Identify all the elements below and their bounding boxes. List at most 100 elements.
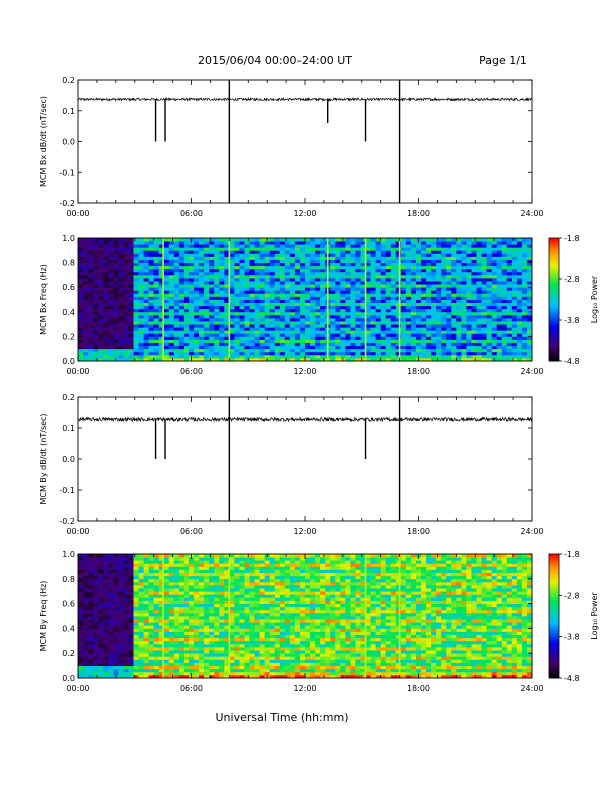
spectrogram-cell <box>345 305 351 310</box>
spectrogram-cell <box>526 354 533 359</box>
spectrogram-cell <box>188 665 195 670</box>
spectrogram-cell <box>380 354 387 359</box>
spectrogram-cell <box>158 262 165 267</box>
spectrogram-cell <box>415 330 422 334</box>
spectrogram-cell <box>234 253 240 257</box>
spectrogram-cell <box>113 637 119 642</box>
spectrogram-cell <box>274 339 281 343</box>
spectrogram-cell <box>83 643 89 648</box>
spectrogram-cell <box>183 612 190 617</box>
spectrogram-cell <box>224 324 230 328</box>
spectrogram-cell <box>390 274 397 279</box>
spectrogram-cell <box>204 619 210 623</box>
spectrogram-cell <box>183 256 190 260</box>
spectrogram-cell <box>410 265 417 270</box>
spectrogram-cell <box>244 277 250 282</box>
spectrogram-cell <box>103 241 109 245</box>
spectrogram-cell <box>103 616 109 620</box>
spectrogram-cell <box>153 293 160 297</box>
spectrogram-cell <box>305 354 311 359</box>
spectrogram-cell <box>209 314 215 319</box>
spectrogram-cell <box>219 259 225 263</box>
spectrogram-cell <box>209 302 215 307</box>
spectrogram-cell <box>486 274 493 279</box>
spectrogram-cell <box>138 581 144 586</box>
spectrogram-cell <box>461 321 467 325</box>
spectrogram-cell <box>103 244 109 248</box>
spectrogram-cell <box>178 324 185 328</box>
spectrogram-cell <box>284 290 291 294</box>
spectrogram-cell <box>194 572 200 577</box>
spectrogram-cell <box>123 299 129 303</box>
spectrogram-cell <box>476 354 482 359</box>
spectrogram-cell <box>516 290 523 294</box>
spectrogram-cell <box>173 631 180 635</box>
spectrogram-cell <box>93 600 99 604</box>
spectrogram-cell <box>375 244 382 248</box>
spectrogram-cell <box>138 643 144 648</box>
spectrogram-cell <box>118 662 124 666</box>
spectrogram-cell <box>113 569 119 573</box>
spectrogram-cell <box>249 336 255 340</box>
spectrogram-cell <box>158 333 165 337</box>
spectrogram-cell <box>173 274 180 279</box>
spectrogram-cell <box>234 327 240 331</box>
spectrogram-cell <box>199 317 205 322</box>
spectrogram-cell <box>148 578 155 583</box>
spectrogram-cell <box>330 327 336 331</box>
spectrogram-cell <box>128 671 134 676</box>
spectrogram-cell <box>78 585 84 589</box>
spectrogram-cell <box>183 357 190 362</box>
spectrogram-cell <box>158 274 165 279</box>
spectrogram-cell <box>456 293 462 297</box>
spectrogram-cell <box>103 330 109 334</box>
spectrogram-cell <box>305 327 311 331</box>
spectrogram-cell <box>199 575 205 580</box>
spectrogram-cell <box>98 277 104 282</box>
spectrogram-cell <box>335 354 341 359</box>
spectrogram-cell <box>345 241 351 245</box>
spectrogram-cell <box>496 324 503 328</box>
spectrogram-cell <box>249 253 255 257</box>
spectrogram-cell <box>199 650 205 654</box>
spectrogram-cell <box>335 256 341 260</box>
spectrogram-cell <box>264 345 271 350</box>
spectrogram-cell <box>83 581 89 586</box>
spectrogram-cell <box>118 566 124 570</box>
spectrogram-cell <box>103 668 109 673</box>
spectrogram-cell <box>78 333 84 337</box>
spectrogram-cell <box>204 296 210 300</box>
spectrogram-cell <box>315 290 321 294</box>
spectrogram-cell <box>158 572 165 577</box>
spectrogram-cell <box>143 253 150 257</box>
spectrogram-cell <box>138 253 144 257</box>
spectrogram-cell <box>219 348 225 353</box>
spectrogram-cell <box>471 339 477 343</box>
spectrogram-cell <box>98 609 104 614</box>
spectrogram-cell <box>451 305 457 310</box>
spectrogram-cell <box>320 357 326 362</box>
spectrogram-cell <box>370 351 377 356</box>
spectrogram-cell <box>108 238 114 242</box>
spectrogram-cell <box>93 308 99 313</box>
spectrogram-cell <box>98 597 104 601</box>
spectrogram-cell <box>360 348 366 353</box>
spectrogram-cell <box>516 339 523 343</box>
spectrogram-cell <box>451 342 457 347</box>
spectrogram-cell <box>78 597 84 601</box>
spectrogram-cell <box>194 262 200 267</box>
spectrogram-cell <box>380 321 387 325</box>
spectrogram-cell <box>239 336 245 340</box>
spectrogram-cell <box>390 339 397 343</box>
spectrogram-cell <box>299 259 306 263</box>
spectrogram-cell <box>421 311 427 316</box>
spectrogram-cell <box>279 281 286 285</box>
spectrogram-cell <box>249 333 255 337</box>
spectrogram-cell <box>476 250 482 254</box>
spectrogram-cell <box>446 327 452 331</box>
spectrogram-cell <box>113 594 119 598</box>
spectrogram-cell <box>466 253 472 257</box>
spectrogram-cell <box>153 259 160 263</box>
spectrogram-cell <box>511 250 518 254</box>
spectrogram-cell <box>118 330 124 334</box>
